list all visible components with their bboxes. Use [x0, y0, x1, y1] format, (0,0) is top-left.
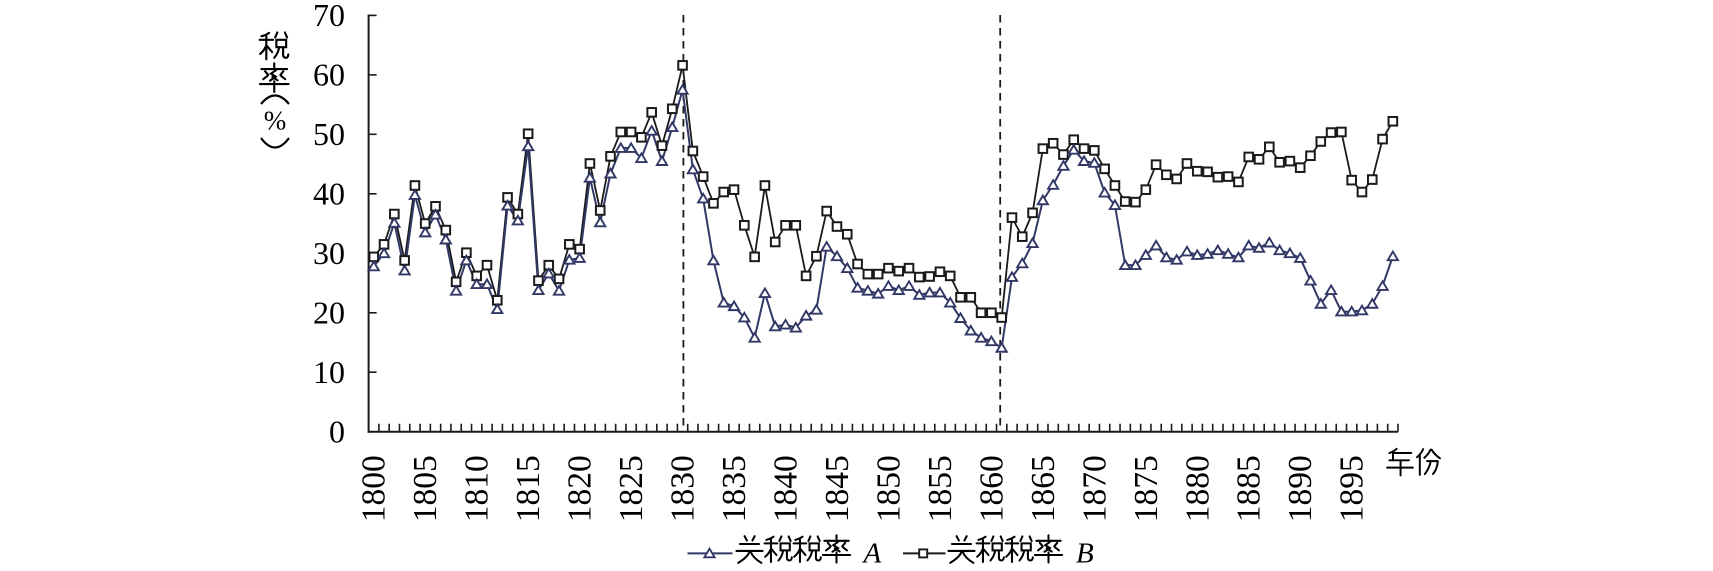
svg-text:1850: 1850 — [870, 455, 907, 522]
svg-text:1815: 1815 — [510, 455, 547, 522]
svg-text:1860: 1860 — [973, 455, 1010, 522]
svg-text:1820: 1820 — [562, 455, 599, 522]
svg-text:10: 10 — [313, 354, 345, 390]
svg-text:%: % — [264, 106, 287, 136]
svg-text:1830: 1830 — [665, 455, 702, 522]
svg-text:30: 30 — [313, 235, 345, 271]
svg-text:20: 20 — [313, 295, 345, 331]
svg-text:1800: 1800 — [356, 455, 393, 522]
svg-text:1825: 1825 — [613, 455, 650, 522]
svg-text:1835: 1835 — [716, 455, 753, 522]
svg-text:A: A — [862, 538, 882, 570]
svg-text:1890: 1890 — [1282, 455, 1319, 522]
svg-text:1805: 1805 — [407, 455, 444, 522]
svg-text:B: B — [1076, 538, 1094, 570]
svg-text:1855: 1855 — [922, 455, 959, 522]
svg-text:1865: 1865 — [1025, 455, 1062, 522]
svg-text:1895: 1895 — [1334, 455, 1371, 522]
svg-text:40: 40 — [313, 176, 345, 212]
svg-text:50: 50 — [313, 116, 345, 152]
svg-text:1870: 1870 — [1076, 455, 1113, 522]
svg-text:1845: 1845 — [819, 455, 856, 522]
svg-text:1810: 1810 — [459, 455, 496, 522]
svg-text:1875: 1875 — [1128, 455, 1165, 522]
svg-text:0: 0 — [329, 414, 345, 450]
svg-text:70: 70 — [313, 0, 345, 33]
svg-text:60: 60 — [313, 57, 345, 93]
svg-text:1840: 1840 — [768, 455, 805, 522]
svg-text:1885: 1885 — [1231, 455, 1268, 522]
svg-text:1880: 1880 — [1179, 455, 1216, 522]
